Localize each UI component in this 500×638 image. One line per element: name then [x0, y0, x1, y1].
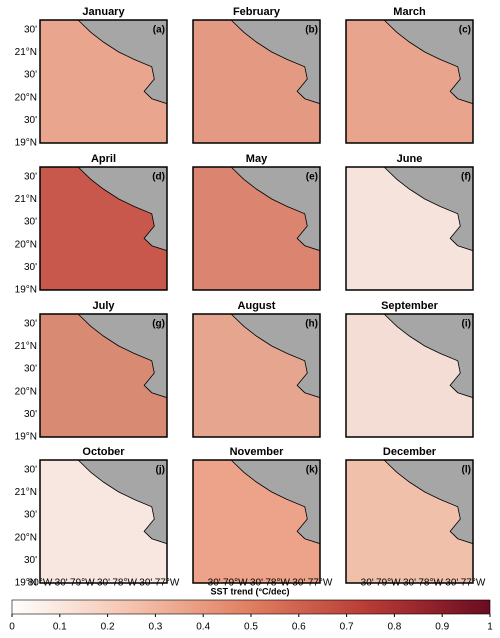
lon-label: 30' — [403, 578, 416, 589]
lat-label: 30' — [24, 364, 37, 375]
lat-label: 30' — [24, 171, 37, 182]
lat-label: 30' — [24, 115, 37, 126]
lon-label: 78°W — [265, 578, 290, 589]
panel-label: (c) — [459, 25, 471, 36]
map-frame — [39, 19, 168, 144]
lon-label: 78°W — [418, 578, 443, 589]
panel-title: March — [393, 6, 426, 18]
colorbar-tick-label: 0.1 — [53, 622, 67, 633]
map-frame — [345, 313, 474, 438]
panel-label: (i) — [462, 319, 471, 330]
panel-label: (f) — [461, 172, 471, 183]
panel-label: (l) — [462, 465, 471, 476]
map-frame — [192, 459, 321, 584]
colorbar-label: SST trend (°C/dec) — [210, 586, 289, 596]
lat-label: 30' — [24, 510, 37, 521]
lon-label: 30' — [139, 578, 152, 589]
lon-label: 30' — [292, 578, 305, 589]
lat-label: 30' — [24, 409, 37, 420]
lat-label: 20°N — [15, 386, 37, 397]
lon-label: 77°W — [308, 578, 333, 589]
map-frame — [192, 19, 321, 144]
lat-label: 20°N — [15, 239, 37, 250]
panel-title: June — [397, 153, 423, 165]
panel-label: (j) — [156, 465, 165, 476]
lat-label: 21°N — [15, 341, 37, 352]
colorbar-tick-label: 0.5 — [244, 622, 258, 633]
map-frame — [192, 166, 321, 291]
lon-label: 30' — [445, 578, 458, 589]
colorbar-tick-label: 0.8 — [387, 622, 401, 633]
map-frame — [39, 459, 168, 584]
lon-label: 77°W — [155, 578, 180, 589]
colorbar-tick-label: 0 — [9, 622, 15, 633]
lat-label: 19°N — [15, 285, 37, 296]
panel-title: August — [238, 300, 276, 312]
panel-title: April — [91, 153, 116, 165]
panel-label: (d) — [152, 172, 165, 183]
lat-label: 21°N — [15, 194, 37, 205]
panel-title: July — [92, 300, 115, 312]
colorbar-tick-label: 0.4 — [196, 622, 210, 633]
lon-label: 30' — [208, 578, 221, 589]
map-frame — [39, 313, 168, 438]
lon-label: 30' — [55, 578, 68, 589]
lat-label: 30' — [24, 555, 37, 566]
map-frame — [39, 166, 168, 291]
panel-title: December — [383, 446, 437, 458]
colorbar-tick-label: 0.7 — [340, 622, 354, 633]
lat-label: 30' — [24, 70, 37, 81]
panel-title: November — [230, 446, 285, 458]
panel-label: (e) — [306, 172, 318, 183]
map-frame — [345, 166, 474, 291]
lat-label: 21°N — [15, 47, 37, 58]
panel-label: (a) — [153, 25, 165, 36]
colorbar-tick-label: 0.9 — [435, 622, 449, 633]
lon-label: 79°W — [223, 578, 248, 589]
lon-label: 79°W — [70, 578, 95, 589]
map-frame — [345, 459, 474, 584]
colorbar — [11, 599, 491, 615]
lon-label: 30' — [97, 578, 110, 589]
lon-label: 77°W — [461, 578, 486, 589]
panel-title: October — [82, 446, 125, 458]
lon-label: 78°W — [112, 578, 137, 589]
lon-label: 79°W — [376, 578, 401, 589]
lat-label: 30' — [24, 262, 37, 273]
lat-label: 21°N — [15, 487, 37, 498]
panel-title: February — [233, 6, 281, 18]
lat-label: 30' — [24, 318, 37, 329]
panel-label: (k) — [306, 465, 318, 476]
colorbar-tick-label: 0.6 — [292, 622, 306, 633]
map-frame — [192, 313, 321, 438]
lat-label: 30' — [24, 217, 37, 228]
panel-label: (g) — [152, 319, 165, 330]
lat-label: 20°N — [15, 532, 37, 543]
map-frame — [345, 19, 474, 144]
panel-label: (h) — [305, 319, 318, 330]
lat-label: 30' — [24, 464, 37, 475]
panel-title: September — [381, 300, 439, 312]
lat-label: 19°N — [15, 578, 37, 589]
colorbar-tick-label: 0.2 — [101, 622, 115, 633]
panel-title: January — [82, 6, 125, 18]
colorbar-tick-label: 1 — [487, 622, 493, 633]
lat-label: 30' — [24, 24, 37, 35]
panel-label: (b) — [305, 25, 318, 36]
colorbar-tick-label: 0.3 — [148, 622, 162, 633]
lat-label: 19°N — [15, 138, 37, 149]
lon-label: 80°W — [28, 578, 53, 589]
panel-title: May — [246, 153, 268, 165]
lon-label: 30' — [250, 578, 263, 589]
lat-label: 19°N — [15, 432, 37, 443]
lat-label: 20°N — [15, 92, 37, 103]
lon-label: 30' — [361, 578, 374, 589]
